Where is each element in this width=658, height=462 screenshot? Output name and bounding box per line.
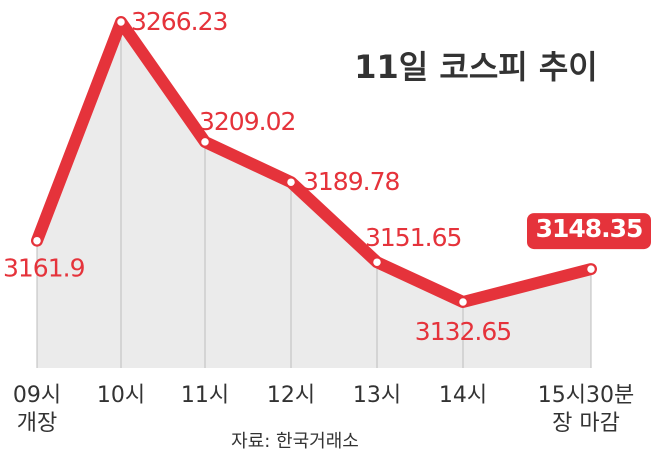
value-label: 3189.78 bbox=[303, 167, 399, 196]
x-tick-label: 13시 bbox=[353, 383, 401, 408]
value-label: 3161.9 bbox=[3, 254, 85, 283]
chart-title: 11일 코스피 추이 bbox=[354, 48, 597, 86]
x-tick-label: 15시30분 장 마감 bbox=[538, 383, 634, 436]
data-point bbox=[371, 256, 383, 268]
data-point bbox=[31, 235, 43, 246]
x-tick-label: 11시 bbox=[181, 383, 229, 408]
data-labels: 3161.9 3266.23 3209.02 3189.78 3151.65 3132.6… bbox=[3, 7, 651, 346]
data-point bbox=[585, 263, 597, 275]
last-value-badge bbox=[527, 213, 651, 250]
data-point bbox=[285, 176, 297, 188]
x-tick-label: 12시 bbox=[267, 383, 315, 408]
x-tick-label: 09시 개장 bbox=[13, 383, 61, 436]
data-point bbox=[115, 16, 127, 28]
value-label: 3266.23 bbox=[131, 7, 227, 36]
x-tick-label: 14시 bbox=[439, 383, 487, 408]
last-value-label: 3148.35 bbox=[536, 214, 643, 243]
source-note: 자료: 한국거래소 bbox=[231, 431, 359, 452]
value-label: 3132.65 bbox=[415, 317, 511, 346]
data-point bbox=[199, 136, 211, 148]
x-tick-label: 10시 bbox=[97, 383, 145, 408]
value-label: 3209.02 bbox=[199, 107, 295, 136]
x-axis-ticks: 09시 개장 10시 11시 12시 13시 14시 15시30분 장 마감 bbox=[13, 383, 634, 436]
category-guides bbox=[36, 22, 592, 368]
data-markers bbox=[31, 16, 597, 308]
data-point bbox=[457, 296, 469, 308]
value-label: 3151.65 bbox=[365, 223, 461, 252]
